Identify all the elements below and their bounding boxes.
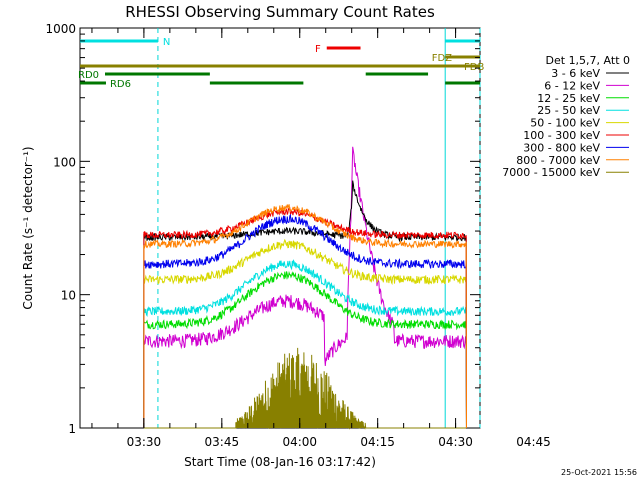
series-line <box>143 206 467 429</box>
series-line <box>143 270 467 429</box>
series-line <box>143 347 466 430</box>
flag-label-fdz: FDZ <box>432 53 452 64</box>
x-tick-label: 04:15 <box>360 435 395 449</box>
flag-label-n: N <box>163 37 170 48</box>
legend-entry-label: 50 - 100 keV <box>530 117 600 130</box>
flag-label-f: F <box>315 44 321 55</box>
y-tick-label: 100 <box>53 155 76 169</box>
flag-label-fdb: FDB <box>464 62 484 73</box>
y-tick-label: 1 <box>68 422 76 436</box>
series-line <box>143 146 467 429</box>
legend-entry-label: 800 - 7000 keV <box>516 154 600 167</box>
legend-entry-label: 100 - 300 keV <box>523 129 600 142</box>
series-line <box>143 238 467 429</box>
y-tick-label: 10 <box>61 289 76 303</box>
axis-ticks: 1 10 100 1000 03:30 03:45 04:00 04:15 04:30 04:45 <box>45 22 550 449</box>
series-line <box>143 259 467 429</box>
x-axis-label: Start Time (08-Jan-16 03:17:42) <box>184 455 376 469</box>
legend-entry-label: 7000 - 15000 keV <box>502 166 600 179</box>
legend-entry-label: 12 - 25 keV <box>537 92 600 105</box>
legend-entry-label: 25 - 50 keV <box>537 104 600 117</box>
flag-label-rd6: RD6 <box>110 79 131 90</box>
chart-title: RHESSI Observing Summary Count Rates <box>125 3 435 21</box>
series-line <box>143 204 467 429</box>
x-tick-label: 04:30 <box>438 435 473 449</box>
legend-entry-label: 300 - 800 keV <box>523 141 600 154</box>
legend-entry-label: 6 - 12 keV <box>544 79 600 92</box>
flag-bars: N F FDZ FDB RD0 RD6 <box>78 37 484 90</box>
legend-entry-label: 3 - 6 keV <box>551 67 600 80</box>
timestamp: 25-Oct-2021 15:56 <box>561 468 637 477</box>
y-tick-label: 1000 <box>45 22 76 36</box>
flag-label-rd0: RD0 <box>78 70 99 81</box>
series-line <box>143 180 467 429</box>
x-tick-label: 04:00 <box>282 435 317 449</box>
series-line <box>143 213 467 429</box>
x-tick-label: 04:45 <box>516 435 551 449</box>
series-group <box>143 146 467 430</box>
y-axis-label: Count Rate (s⁻¹ detector⁻¹) <box>21 146 35 309</box>
x-tick-label: 03:45 <box>205 435 240 449</box>
night-lines <box>157 28 481 428</box>
x-tick-label: 03:30 <box>127 435 162 449</box>
legend-header: Det 1,5,7, Att 0 <box>546 54 630 67</box>
